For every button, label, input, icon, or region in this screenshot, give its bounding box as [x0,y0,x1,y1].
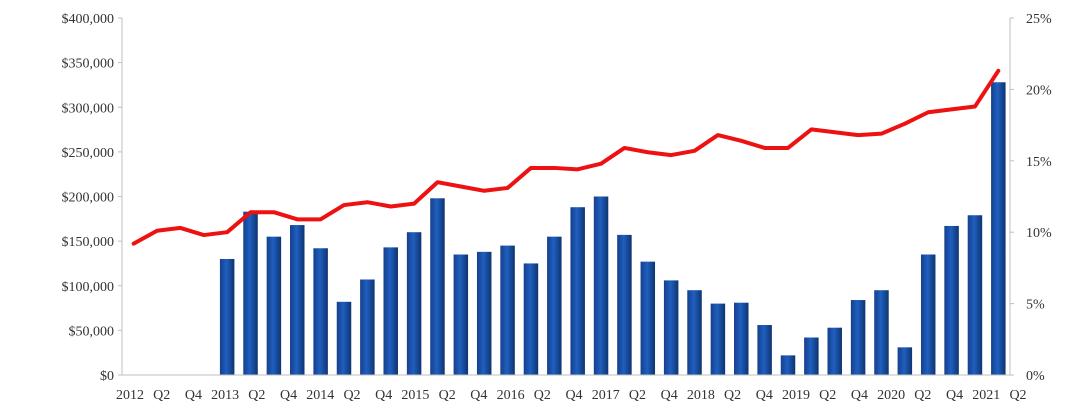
bar [711,304,725,375]
x-tick-label: Q4 [470,388,487,403]
x-tick-label: 2019 [782,388,810,403]
right-tick-label: 0% [1026,369,1045,384]
bar [687,290,701,375]
left-tick-label: $300,000 [62,101,115,116]
bar [360,280,374,375]
bar [968,215,982,375]
bar [664,280,678,375]
bar [898,347,912,375]
right-tick-label: 15% [1026,155,1052,170]
left-axis: $0 $50,000 $100,000 $150,000 $200,000 $250,00… [62,12,123,384]
x-tick-label: 2020 [877,388,905,403]
bar-series [220,82,1006,375]
bar [757,325,771,375]
x-tick-label: Q2 [248,388,265,403]
bar [313,248,327,375]
right-tick-label: 20% [1026,83,1052,98]
left-tick-label: $50,000 [69,324,115,339]
bar [383,247,397,375]
x-tick-label: Q2 [343,388,360,403]
bar [477,252,491,375]
bar [430,198,444,375]
right-tick-label: 25% [1026,12,1052,27]
x-tick-label: 2017 [592,388,620,403]
bar [874,290,888,375]
x-tick-label: Q2 [534,388,551,403]
bar [407,232,421,375]
x-tick-label: Q4 [851,388,868,403]
left-tick-label: $200,000 [62,191,115,206]
line-path [134,71,999,244]
x-tick-label: Q2 [629,388,646,403]
x-tick-label: 2013 [211,388,239,403]
x-tick-label: Q2 [724,388,741,403]
x-tick-label: Q2 [153,388,170,403]
left-tick-label: $250,000 [62,146,115,161]
bar [337,302,351,375]
bar [220,259,234,375]
bar [851,300,865,375]
x-tick-label: Q2 [914,388,931,403]
x-axis: 2012 Q2 Q4 2013 Q2 Q4 2014 Q2 Q4 2015 Q2 Q4 2016 Q2 Q4… [116,375,1027,403]
x-tick-label: Q4 [565,388,582,403]
bar [944,226,958,375]
x-tick-label: Q2 [439,388,456,403]
x-tick-label: 2021 [972,388,1000,403]
x-tick-label: 2012 [116,388,144,403]
bar [267,237,281,375]
bar [781,355,795,375]
x-tick-label: 2018 [687,388,715,403]
bar [734,303,748,375]
x-tick-label: 2016 [497,388,525,403]
x-tick-label: Q2 [1009,388,1026,403]
x-tick-label: 2015 [401,388,429,403]
x-tick-label: Q4 [185,388,202,403]
x-tick-label: Q4 [756,388,773,403]
bar [594,197,608,376]
x-tick-label: Q4 [661,388,678,403]
left-tick-label: $150,000 [62,235,115,250]
bar [547,237,561,375]
right-tick-label: 5% [1026,298,1045,313]
bar [454,255,468,375]
x-tick-label: Q2 [819,388,836,403]
left-tick-label: $400,000 [62,12,115,27]
bar [641,262,655,375]
bar [991,82,1005,375]
left-tick-label: $350,000 [62,57,115,72]
line-series [134,71,999,244]
left-tick-label: $100,000 [62,280,115,295]
bar [617,235,631,375]
x-tick-label: Q4 [946,388,963,403]
x-tick-label: 2014 [306,388,334,403]
bar [500,246,514,375]
x-tick-label: Q4 [280,388,297,403]
bar [524,263,538,375]
bar [921,255,935,375]
bar [290,225,304,375]
bar [804,338,818,375]
left-tick-label: $0 [100,369,114,384]
right-tick-label: 10% [1026,226,1052,241]
bar [570,207,584,375]
bar [827,328,841,375]
bar [243,212,257,375]
right-axis: 0% 5% 10% 15% 20% 25% [1010,12,1052,384]
x-tick-label: Q4 [375,388,392,403]
